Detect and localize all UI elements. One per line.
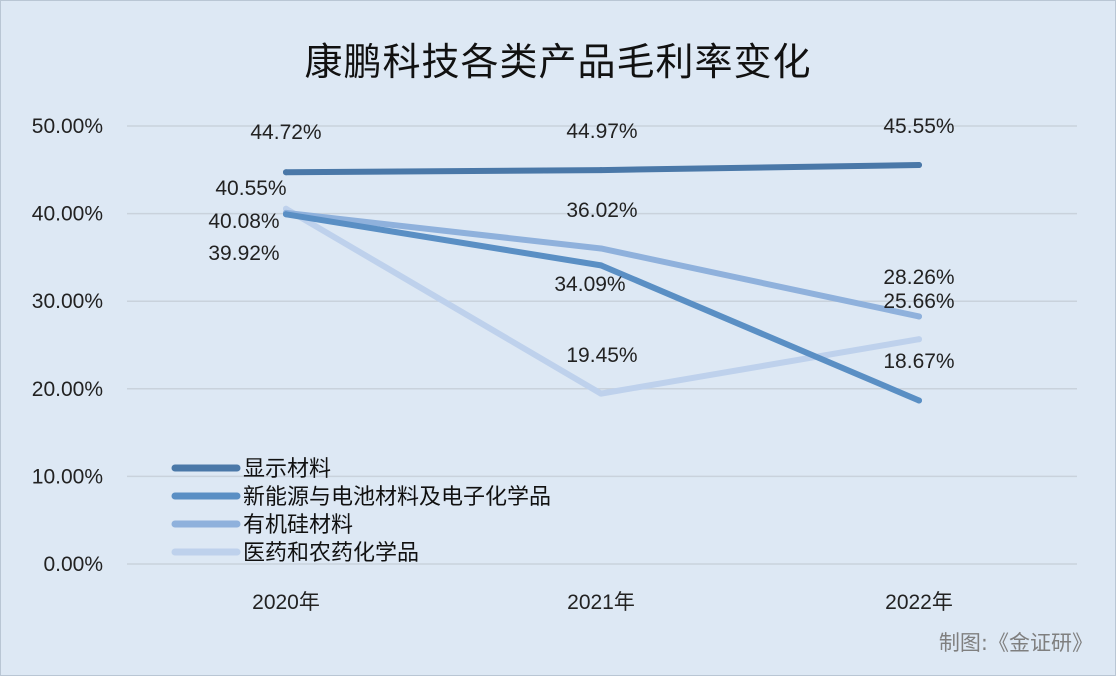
data-point: [598, 262, 604, 269]
y-tick-label: 40.00%: [32, 203, 103, 226]
data-label: 34.09%: [554, 273, 625, 296]
data-point: [283, 169, 289, 176]
series-line: [283, 211, 922, 404]
data-label: 18.67%: [883, 350, 954, 373]
data-point: [283, 211, 289, 218]
data-point: [598, 167, 604, 174]
y-tick-label: 20.00%: [32, 378, 103, 401]
data-label: 44.72%: [250, 121, 321, 144]
x-tick-label: 2020年: [252, 591, 320, 614]
legend-label: 医药和农药化学品: [243, 541, 419, 566]
data-label: 19.45%: [566, 344, 637, 367]
x-tick-label: 2021年: [567, 591, 635, 614]
data-point: [916, 336, 922, 343]
y-tick-label: 10.00%: [32, 465, 103, 488]
data-label: 40.08%: [208, 210, 279, 233]
data-point: [916, 313, 922, 320]
y-tick-label: 50.00%: [32, 115, 103, 138]
data-label: 45.55%: [883, 115, 954, 138]
source-note: 制图:《金证研》: [938, 631, 1093, 655]
y-tick-label: 0.00%: [43, 553, 103, 576]
data-label: 44.97%: [566, 120, 637, 143]
data-label: 36.02%: [566, 199, 637, 222]
x-tick-label: 2022年: [885, 591, 953, 614]
data-label: 28.26%: [883, 266, 954, 289]
data-label: 40.55%: [215, 177, 286, 200]
data-label: 25.66%: [883, 290, 954, 313]
legend-label: 新能源与电池材料及电子化学品: [243, 485, 551, 510]
data-point: [916, 397, 922, 404]
data-point: [598, 390, 604, 397]
data-point: [598, 245, 604, 252]
data-label: 39.92%: [208, 242, 279, 265]
legend-label: 有机硅材料: [243, 513, 353, 538]
chart-title: 康鹏科技各类产品毛利率变化: [304, 40, 812, 84]
data-point: [916, 161, 922, 168]
y-tick-label: 30.00%: [32, 290, 103, 313]
legend-label: 显示材料: [243, 457, 331, 482]
